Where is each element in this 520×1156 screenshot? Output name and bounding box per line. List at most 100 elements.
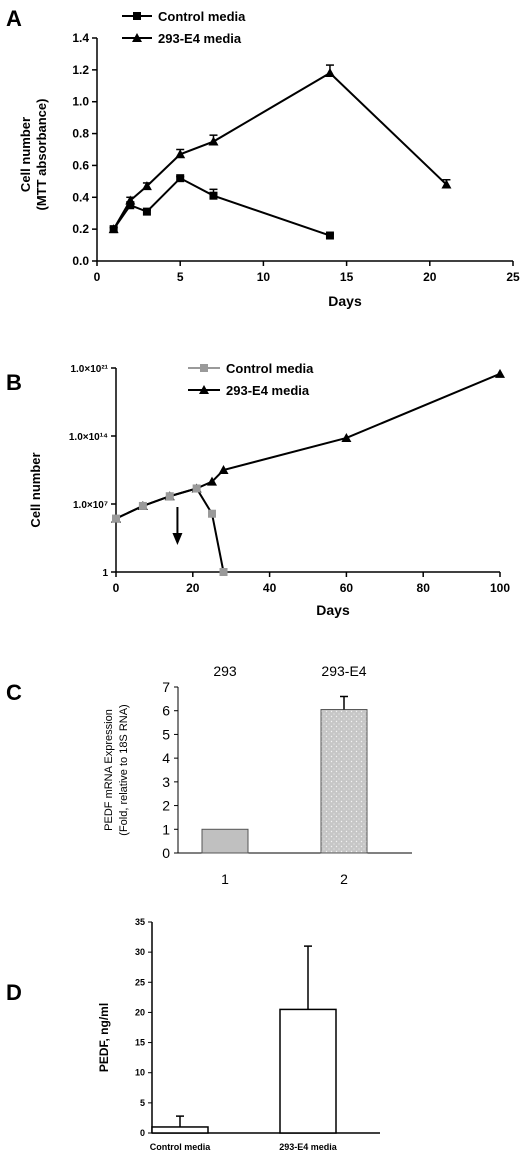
data-point [126,201,135,210]
y-tick-label: 2 [162,798,170,814]
x-tick-label: 25 [506,270,520,284]
data-point [325,231,334,240]
legend-marker [132,33,142,42]
x-tick-label: 0 [94,270,101,284]
panel-a-line-chart: A 0.0 0.2 0.4 0.6 0.8 1.0 1.2 1.4 0 5 10 15 20 25 Days C… [6,6,520,309]
panel-label-b: B [6,370,22,395]
data-point [192,484,201,493]
y-tick-label: 0.4 [72,190,89,204]
x-axis-title: Days [316,602,350,618]
legend-marker [133,12,141,20]
y-tick-label: 1.0 [72,95,89,109]
y-tick-label: 7 [162,679,170,695]
bar [201,828,249,854]
data-point [142,207,151,216]
x-tick-label: 20 [423,270,437,284]
y-tick-label: 1.2 [72,63,89,77]
data-point [341,432,352,442]
x-tick-label: 0 [113,581,120,595]
y-tick-label: 20 [135,1007,145,1017]
data-point [141,181,152,191]
y-tick-label: 30 [135,947,145,957]
data-point [207,476,217,486]
data-point [208,509,216,518]
y-tick-label: 3 [162,774,170,790]
data-point [138,501,147,510]
x-tick-label: 20 [186,581,200,595]
y-tick-label: 35 [135,917,145,927]
bar [320,709,368,854]
y-tick-label: 15 [135,1038,145,1048]
x-axis-title: Days [328,293,362,309]
x-tick-label: 80 [417,581,431,595]
x-tick-label: 40 [263,581,277,595]
legend-label: 293-E4 media [158,31,242,46]
y-tick-label: 4 [162,750,170,766]
panel-label-d: D [6,980,22,1005]
y-tick-label: 0.8 [72,127,89,141]
data-point [495,368,505,378]
x-tick-label: 15 [340,270,354,284]
y-tick-label: 0 [162,845,170,861]
data-point [219,568,228,576]
y-axis-title: PEDF, ng/ml [97,1003,111,1072]
x-tick-label: 1 [221,871,229,887]
x-tick-label: 10 [257,270,271,284]
bar-top-label: 293-E4 [321,663,366,679]
data-point [218,465,229,474]
legend-marker [200,364,208,372]
panel-c-bar-chart: C 0 1 2 3 4 5 6 7 PEDF mRNA Expression (Fold, rela… [6,663,412,887]
y-tick-label: 5 [162,726,170,742]
y-tick-label: 1.0×10²¹ [70,364,108,375]
y-axis-title-line: PEDF mRNA Expression [103,709,115,831]
arrow-head [172,533,183,545]
legend-label: 293-E4 media [226,383,310,398]
x-tick-label: 60 [340,581,354,595]
panel-label-c: C [6,680,22,705]
series-line [115,487,225,573]
y-tick-label: 0 [140,1128,145,1138]
x-tick-label: 293-E4 media [279,1142,338,1152]
bar [279,1008,337,1134]
data-point [324,68,335,78]
y-tick-label: 1 [102,568,108,579]
y-axis-title-line: (MTT absorbance) [34,99,49,211]
y-axis-title-line: (Fold, relative to 18S RNA) [118,704,130,835]
x-tick-label: 100 [490,581,510,595]
y-tick-label: 0.6 [72,158,89,172]
data-point [441,179,452,189]
y-tick-label: 5 [140,1098,145,1108]
data-point [125,195,136,205]
y-tick-label: 25 [135,977,145,987]
y-axis-title: PEDF mRNA Expression (Fold, relative to 1… [103,704,130,835]
data-point [108,224,119,234]
x-tick-label: 5 [177,270,184,284]
y-tick-label: 10 [135,1068,145,1078]
legend-marker [199,385,209,394]
data-point [112,514,120,523]
y-tick-label: 6 [162,703,170,719]
y-tick-label: 1 [162,821,170,837]
legend-label: Control media [226,361,314,376]
x-tick-label: 2 [340,871,348,887]
y-axis-title: Cell number(MTT absorbance) [18,99,49,211]
y-tick-label: 1.0×10⁷ [73,500,108,511]
data-point [165,492,174,501]
data-point [208,136,219,146]
y-axis-title-line: Cell number [18,117,33,192]
panel-label-a: A [6,6,22,31]
y-tick-label: 0.2 [72,222,89,236]
bar [151,1126,209,1134]
data-point [176,174,185,183]
series-line [112,71,448,230]
y-axis-title: Cell number [28,452,43,527]
panel-d-bar-chart: D 0 5 10 15 20 25 30 35 PEDF, ng/ml Control media 2… [6,917,380,1152]
legend-label: Control media [158,9,246,24]
y-tick-label: 1.0×10¹⁴ [69,432,108,443]
y-tick-label: 0.0 [72,254,89,268]
data-point [209,191,218,200]
x-tick-label: Control media [150,1142,211,1152]
panel-b-log-line-chart: B 1 1.0×10⁷ 1.0×10¹⁴ 1.0×10²¹ 0 20 40 60 80 100 Day… [6,361,510,618]
bar-top-label: 293 [213,663,237,679]
